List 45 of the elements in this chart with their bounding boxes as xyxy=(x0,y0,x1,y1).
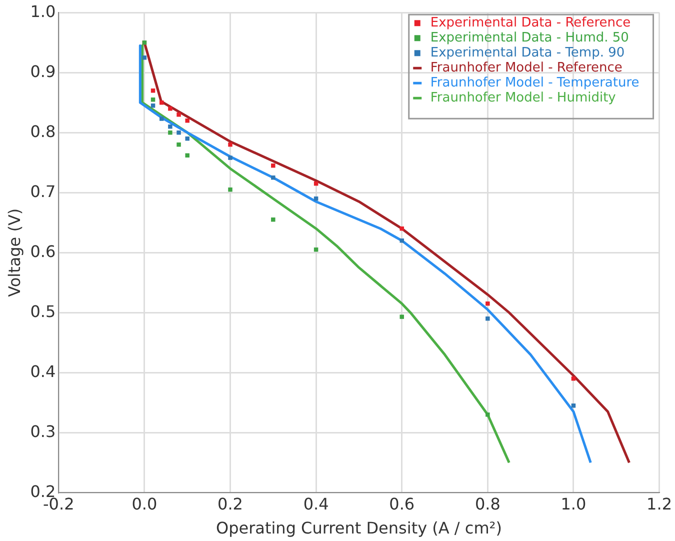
x-tick-label: 0.8 xyxy=(474,494,500,514)
point xyxy=(176,142,181,147)
legend-label: Fraunhofer Model - Humidity xyxy=(430,90,616,106)
point xyxy=(176,112,181,117)
x-tick-label: 0.6 xyxy=(389,494,415,514)
x-axis-title: Operating Current Density (A / cm²) xyxy=(216,518,502,538)
point xyxy=(271,163,276,168)
point xyxy=(168,124,172,129)
point xyxy=(271,217,276,222)
legend-label: Experimental Data - Temp. 90 xyxy=(430,45,625,60)
x-tick-label: 0.2 xyxy=(218,494,243,514)
y-tick-label: 0.6 xyxy=(30,242,56,261)
point xyxy=(271,175,276,180)
y-tick-label: 0.3 xyxy=(30,422,56,441)
legend-label: Fraunhofer Model - Temperature xyxy=(430,75,640,90)
y-axis-title: Voltage (V) xyxy=(4,208,24,297)
point xyxy=(400,238,404,243)
point xyxy=(159,116,164,121)
y-tick-label: 0.9 xyxy=(30,62,56,81)
legend-label: Fraunhofer Model - Reference xyxy=(430,60,622,76)
point xyxy=(228,187,232,192)
point xyxy=(486,301,490,306)
y-tick-label: 1.0 xyxy=(30,2,56,21)
x-tick-label: 0.4 xyxy=(303,494,329,514)
point xyxy=(400,226,404,231)
point xyxy=(185,118,190,123)
point xyxy=(486,412,490,417)
point xyxy=(228,156,232,160)
point xyxy=(168,130,172,135)
point xyxy=(168,106,172,111)
point xyxy=(185,136,190,141)
point xyxy=(176,130,181,135)
y-tick-label: 0.4 xyxy=(30,362,56,381)
point xyxy=(185,153,190,158)
x-tick-label: 0.0 xyxy=(132,494,158,514)
x-tick-label: 1.0 xyxy=(560,494,586,514)
point xyxy=(400,314,404,319)
y-tick-label: 0.7 xyxy=(30,182,56,201)
legend-label: Experimental Data - Reference xyxy=(430,15,631,30)
y-tick-label: 0.8 xyxy=(30,122,56,141)
x-tick-label: 1.2 xyxy=(646,494,672,514)
y-tick-label: 0.5 xyxy=(30,302,56,321)
point xyxy=(486,316,490,321)
point xyxy=(228,142,232,147)
legend-label: Experimental Data - Humd. 50 xyxy=(430,30,629,46)
